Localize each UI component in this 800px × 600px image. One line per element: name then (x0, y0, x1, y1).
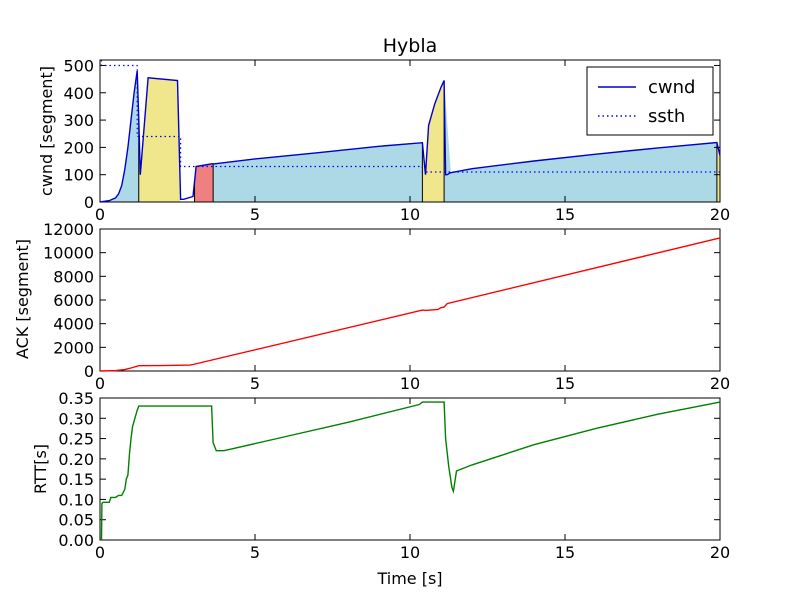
cwnd-xtick-label: 20 (710, 205, 730, 224)
phase-fill-slow_start-1 (138, 77, 181, 202)
rtt-ytick-label: 0.15 (58, 470, 94, 489)
rtt-xtick-label: 15 (555, 543, 575, 562)
rtt-ytick-label: 0.30 (58, 409, 94, 428)
time-xlabel: Time [s] (376, 569, 442, 588)
phase-fill-congestion_avoidance-3 (213, 142, 423, 202)
rtt-ytick-label: 0.10 (58, 490, 94, 509)
chart-title: Hybla (383, 35, 438, 57)
ack-xtick-label: 0 (95, 374, 105, 393)
rtt-xtick-label: 20 (710, 543, 730, 562)
cwnd-ytick-label: 400 (63, 84, 94, 103)
rtt-series-line (100, 401, 721, 541)
ack-ytick-label: 4000 (53, 315, 94, 334)
rtt-ytick-label: 0.05 (58, 511, 94, 530)
legend-label-ssth: ssth (648, 106, 685, 127)
rtt-ytick-label: 0.25 (58, 430, 94, 449)
ack-xtick-label: 15 (555, 374, 575, 393)
ack-xtick-label: 10 (400, 374, 420, 393)
ack-ytick-label: 12000 (43, 220, 94, 239)
rtt-panel: 0 5 10 15 20 0.000.05 0.100.150.200.25 0.300.35… (31, 389, 730, 562)
ack-ytick-label: 2000 (53, 338, 94, 357)
cwnd-xtick-label: 5 (250, 205, 260, 224)
cwnd-series-line (99, 70, 721, 203)
phase-fill-fast_recovery-2 (194, 163, 214, 202)
rtt-ytick-label: 0.35 (58, 389, 94, 408)
phase-fill-slow_start-6 (716, 142, 720, 202)
ack-ytick-label: 6000 (53, 291, 94, 310)
rtt-ytick-label: 0.20 (58, 450, 94, 469)
rtt-ylabel: RTT[s] (31, 444, 50, 494)
cwnd-xtick-label: 0 (95, 205, 105, 224)
ack-series-line (99, 237, 721, 372)
ack-ytick-label: 8000 (53, 267, 94, 286)
cwnd-legend: cwnd ssth (586, 66, 714, 136)
rtt-xtick-label: 0 (95, 543, 105, 562)
cwnd-ytick-label: 200 (63, 138, 94, 157)
rtt-axes-frame (99, 397, 721, 541)
phase-fill-slow_start-4 (422, 80, 445, 202)
phase-fill-congestion_avoidance-0 (100, 73, 139, 202)
rtt-ytick-label: 0.00 (58, 531, 94, 550)
rtt-xtick-label: 5 (250, 543, 260, 562)
cwnd-ytick-label: 500 (63, 56, 94, 75)
legend-label-cwnd: cwnd (648, 77, 695, 98)
ack-xtick-label: 20 (710, 374, 730, 393)
rtt-plot-layer: 0 5 10 15 20 0.000.05 0.100.150.200.25 0.300.35 (58, 389, 730, 562)
ack-xtick-label: 5 (250, 374, 260, 393)
ack-axes-frame (99, 228, 721, 372)
cwnd-ylabel: cwnd [segment] (37, 66, 56, 196)
legend-box (586, 66, 714, 136)
ack-ytick-label: 0 (84, 362, 94, 381)
rtt-xtick-label: 10 (400, 543, 420, 562)
cwnd-xtick-label: 15 (555, 205, 575, 224)
cwnd-xtick-label: 10 (400, 205, 420, 224)
cwnd-ytick-label: 300 (63, 111, 94, 130)
ack-ylabel: ACK [segment] (13, 239, 32, 359)
cwnd-ytick-label: 100 (63, 166, 94, 185)
ack-ytick-label: 10000 (43, 244, 94, 263)
cwnd-ytick-label: 0 (84, 193, 94, 212)
